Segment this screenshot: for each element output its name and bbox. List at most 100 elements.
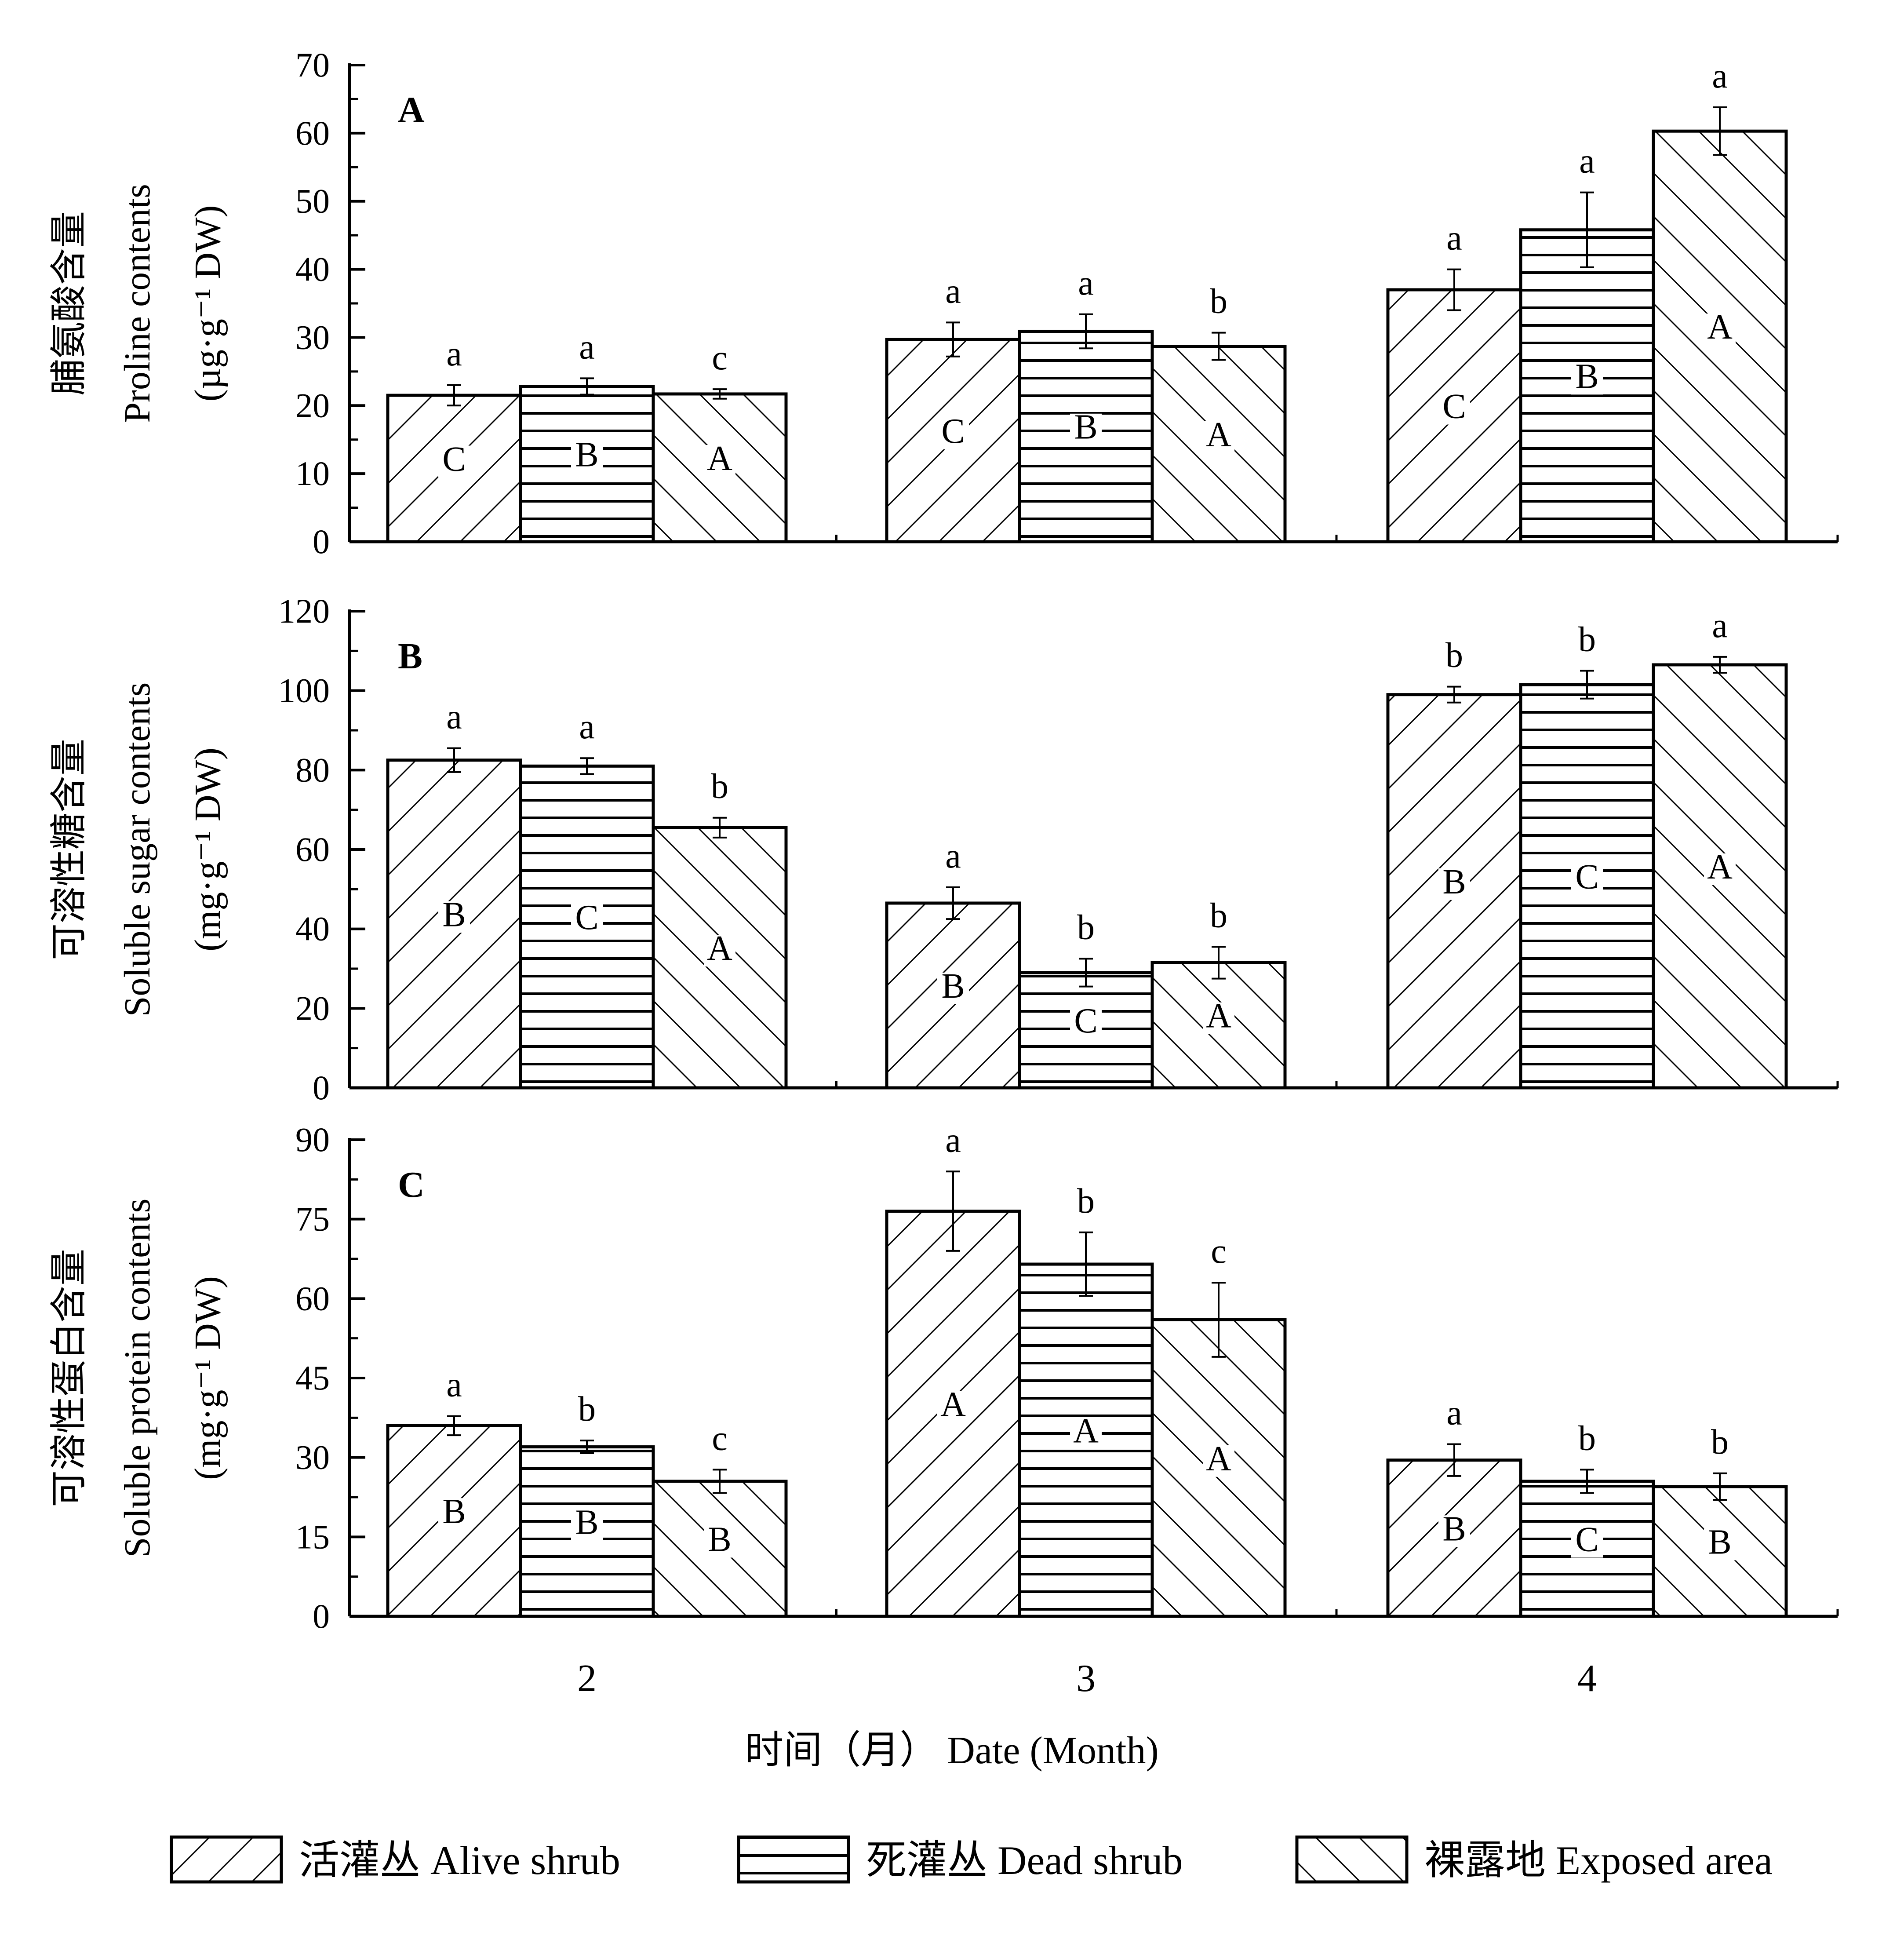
bar-letter-bg [937, 972, 969, 1004]
significance-lowercase: a [1712, 606, 1728, 645]
bar-letter-bg [937, 1391, 969, 1423]
y-tick-label: 70 [295, 46, 330, 84]
bar-letter-bg [704, 935, 735, 967]
y-tick-label: 60 [295, 114, 330, 152]
bar-letter-bg [571, 441, 603, 473]
x-tick-label: 2 [577, 1657, 597, 1700]
significance-lowercase: b [1711, 1423, 1729, 1462]
bar-letter-bg [1704, 314, 1736, 346]
significance-uppercase: C [1074, 1002, 1097, 1040]
y-tick-label: 0 [313, 522, 330, 561]
y-tick-label: 40 [295, 910, 330, 948]
bar-letter-bg [1070, 413, 1102, 445]
panel-label: B [398, 636, 422, 677]
y-tick-label: 50 [295, 182, 330, 220]
y-tick-label: 60 [295, 830, 330, 868]
y-axis-title-cn: 可溶性糖含量 [49, 739, 90, 960]
y-axis-title-unit: (µg·g⁻¹ DW) [187, 205, 228, 402]
legend: 活灌丛 Alive shrub 死灌丛 Dead shrub 裸露地 Exposed… [170, 1835, 1773, 1884]
significance-uppercase: A [1707, 848, 1733, 886]
significance-lowercase: b [578, 1390, 596, 1429]
significance-uppercase: B [941, 967, 965, 1006]
bar-letter-bg [1070, 1007, 1102, 1039]
y-axis-title-en: Proline contents [117, 184, 158, 423]
x-axis-labels: 时间（月） Date (Month) 2 3 4 [577, 1657, 1597, 1772]
significance-lowercase: c [712, 339, 728, 377]
y-tick-label: 75 [295, 1200, 330, 1238]
significance-uppercase: A [707, 929, 732, 968]
significance-lowercase: a [1446, 219, 1462, 258]
significance-lowercase: a [446, 335, 462, 373]
bar-letter-bg [1571, 863, 1603, 895]
significance-lowercase: b [1210, 896, 1227, 935]
y-tick-label: 100 [278, 671, 330, 710]
bar-letter-bg [1438, 393, 1470, 425]
bar-letter-bg [704, 445, 735, 477]
significance-uppercase: A [1206, 997, 1231, 1035]
bar-letter-bg [1203, 1445, 1234, 1477]
y-axis-title-en: Soluble protein contents [117, 1199, 158, 1558]
significance-uppercase: A [1707, 308, 1733, 346]
y-axis-title-unit: (mg·g⁻¹ DW) [187, 1276, 228, 1480]
y-tick-label: 20 [295, 989, 330, 1027]
significance-lowercase: a [446, 698, 462, 736]
bar-letter-bg [1203, 421, 1234, 453]
y-axis-title-cn: 脯氨酸含量 [49, 211, 90, 396]
significance-lowercase: a [1712, 57, 1728, 95]
significance-lowercase: a [579, 328, 595, 366]
legend-label: 死灌丛 Dead shrub [866, 1838, 1183, 1883]
significance-lowercase: a [446, 1366, 462, 1404]
legend-swatch [737, 1835, 850, 1884]
significance-lowercase: b [1210, 282, 1227, 321]
significance-lowercase: b [1077, 908, 1095, 947]
bar-letter-bg [1571, 1526, 1603, 1558]
y-tick-label: 0 [313, 1597, 330, 1635]
significance-lowercase: b [711, 767, 728, 806]
panel-label: A [398, 90, 425, 131]
bar-letter-bg [438, 901, 470, 933]
significance-lowercase: b [1578, 620, 1596, 659]
significance-uppercase: B [1708, 1523, 1731, 1561]
y-tick-label: 15 [295, 1517, 330, 1556]
significance-lowercase: c [1211, 1232, 1227, 1271]
bar-letter-bg [1203, 1002, 1234, 1034]
panel-C: 0 15 30 45 60 75 90 C 可溶性蛋白含量 Soluble protein con… [49, 1120, 1839, 1635]
significance-lowercase: a [945, 1121, 961, 1159]
chart-panels: 0 10 20 30 40 50 60 70 A 脯氨酸含量 Proline contents (µg… [49, 46, 1839, 1635]
y-tick-label: 90 [295, 1120, 330, 1159]
legend-label: 裸露地 Exposed area [1424, 1838, 1773, 1883]
significance-lowercase: b [1445, 636, 1463, 675]
significance-lowercase: a [945, 837, 961, 875]
significance-uppercase: B [575, 1503, 598, 1542]
y-tick-label: 30 [295, 318, 330, 356]
significance-uppercase: B [442, 1492, 466, 1531]
y-tick-label: 60 [295, 1279, 330, 1317]
significance-lowercase: a [945, 272, 961, 310]
y-tick-label: 0 [313, 1068, 330, 1107]
significance-lowercase: b [1077, 1182, 1095, 1221]
bar-letter-bg [1070, 1417, 1102, 1449]
significance-uppercase: B [442, 895, 466, 934]
bar-letter-bg [1438, 1515, 1470, 1547]
significance-uppercase: C [1575, 858, 1598, 897]
significance-lowercase: b [1578, 1419, 1596, 1458]
bar [885, 338, 1021, 543]
y-tick-label: 120 [278, 592, 330, 630]
significance-lowercase: a [1446, 1394, 1462, 1433]
y-axis-title-unit: (mg·g⁻¹ DW) [187, 747, 228, 952]
significance-uppercase: B [1575, 357, 1598, 396]
significance-uppercase: C [575, 898, 598, 937]
y-tick-label: 10 [295, 454, 330, 492]
x-axis-title: 时间（月） Date (Month) [745, 1729, 1158, 1772]
significance-uppercase: C [941, 412, 965, 451]
legend-label: 活灌丛 Alive shrub [299, 1838, 620, 1883]
significance-uppercase: A [940, 1385, 966, 1424]
significance-uppercase: B [575, 435, 598, 474]
significance-uppercase: C [1575, 1520, 1598, 1559]
y-tick-label: 80 [295, 751, 330, 789]
significance-uppercase: A [1073, 1412, 1099, 1451]
significance-uppercase: B [708, 1520, 731, 1559]
y-tick-label: 40 [295, 250, 330, 288]
bar-letter-bg [1704, 1528, 1736, 1560]
bar-letter-bg [1704, 853, 1736, 885]
